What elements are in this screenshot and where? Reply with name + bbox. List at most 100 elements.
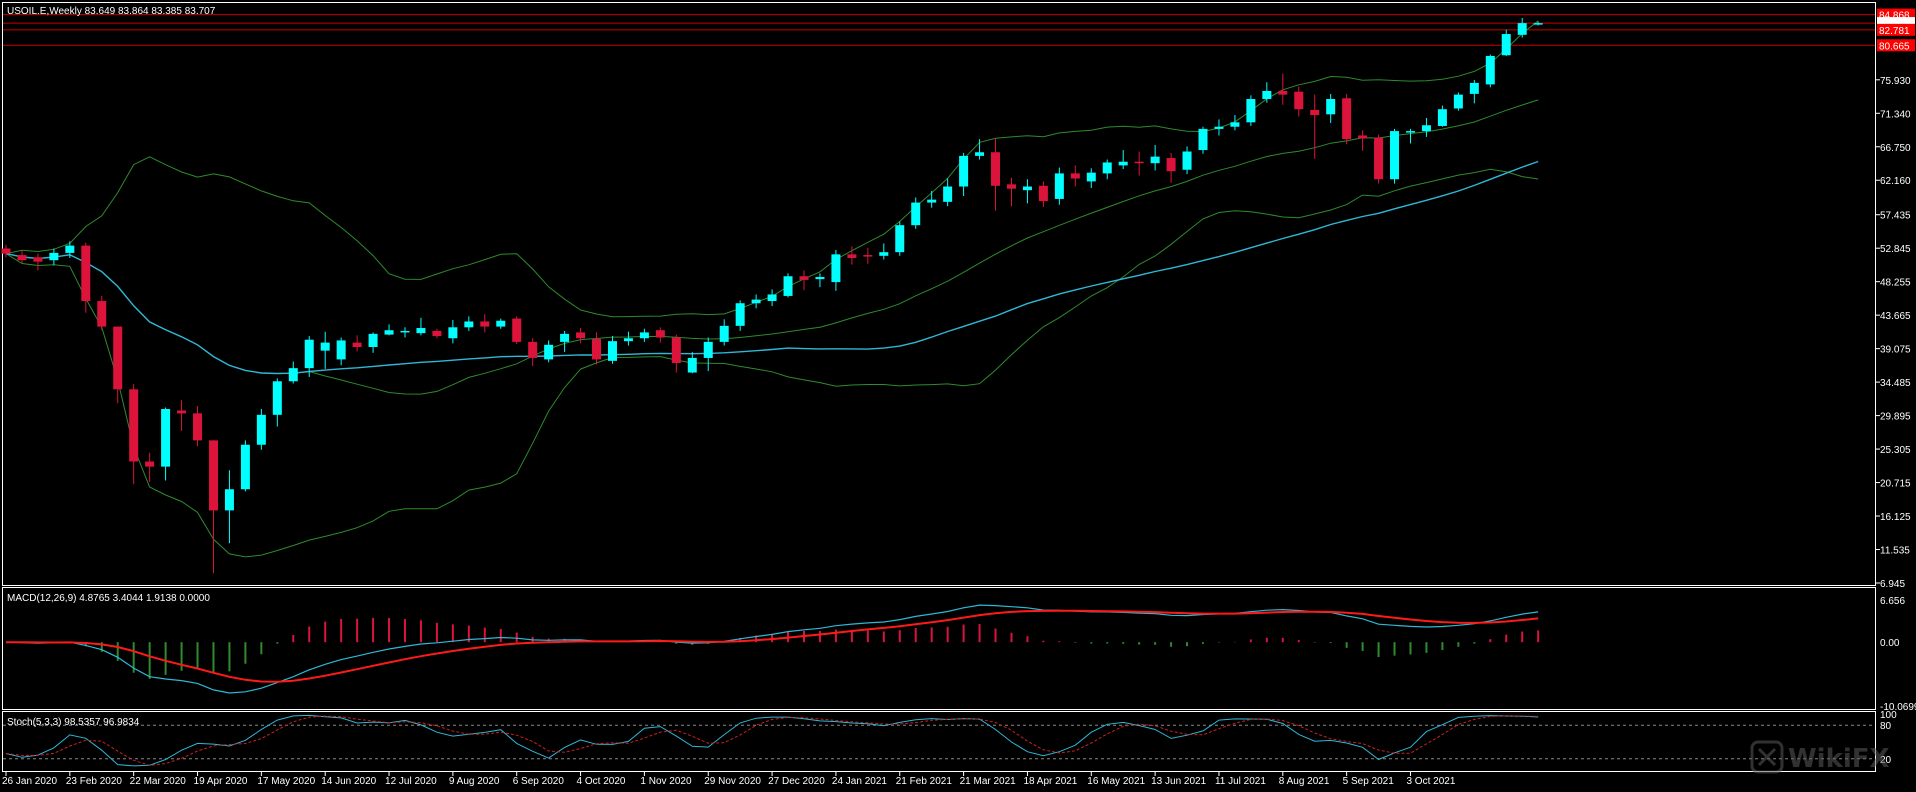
candle-body — [623, 338, 633, 342]
candle-body — [1134, 161, 1144, 164]
time-tick-label: 22 Mar 2020 — [130, 776, 187, 787]
candle-body — [1070, 173, 1080, 179]
candle-body — [1342, 98, 1352, 140]
candle-body — [975, 152, 985, 156]
time-tick-label: 14 Jun 2020 — [321, 776, 376, 787]
candle-body — [687, 357, 697, 373]
time-tick-label: 21 Mar 2021 — [960, 776, 1017, 787]
candle-body — [783, 276, 793, 296]
candle-body — [177, 410, 187, 414]
macd-panel[interactable] — [2, 587, 1876, 710]
price-tick-label: 34.485 — [1880, 378, 1911, 389]
level-price-tag — [1877, 39, 1915, 52]
time-tick-label: 9 Aug 2020 — [449, 776, 500, 787]
level-price-label: 82.781 — [1879, 26, 1910, 37]
candle-body — [320, 342, 330, 351]
macd-line — [5, 604, 1539, 694]
candle-body — [1294, 91, 1304, 110]
time-tick-label: 6 Sep 2020 — [513, 776, 565, 787]
candle-body — [751, 299, 761, 304]
candle-body — [1278, 90, 1288, 95]
candlestick-series — [1, 18, 1543, 574]
price-tick-label: 48.255 — [1880, 278, 1911, 289]
time-tick-label: 19 Apr 2020 — [194, 776, 248, 787]
candle-body — [288, 368, 298, 382]
candle-body — [703, 341, 713, 358]
candle-body — [639, 332, 649, 339]
time-tick-label: 3 Oct 2021 — [1406, 776, 1455, 787]
time-tick-label: 5 Sep 2021 — [1343, 776, 1395, 787]
candle-body — [895, 225, 905, 253]
candle-body — [528, 341, 538, 358]
price-tick-label: 16.125 — [1880, 512, 1911, 523]
level-lines — [3, 14, 1875, 46]
price-tick-label: 11.535 — [1880, 546, 1910, 557]
candle-body — [512, 318, 522, 342]
stoch-axis-label: 80 — [1880, 721, 1892, 732]
candle-body — [607, 341, 617, 361]
time-tick-label: 26 Jan 2020 — [2, 776, 57, 787]
stoch-panel[interactable] — [2, 711, 1876, 772]
price-tick-label: 43.665 — [1880, 311, 1911, 322]
candle-body — [1, 248, 11, 254]
time-tick-label: 23 Feb 2020 — [66, 776, 123, 787]
candle-body — [544, 344, 554, 360]
candle-body — [655, 330, 665, 338]
candle-body — [129, 389, 139, 462]
candle-body — [193, 413, 203, 441]
time-tick-label: 12 Jul 2020 — [385, 776, 437, 787]
time-tick-label: 16 May 2021 — [1087, 776, 1145, 787]
candle-body — [815, 276, 825, 280]
candle-body — [33, 257, 43, 262]
candle-body — [1469, 82, 1479, 94]
candle-body — [336, 340, 346, 360]
candle-body — [368, 333, 378, 347]
candle-body — [496, 320, 506, 327]
price-tick-label: 62.160 — [1880, 176, 1911, 187]
macd-axis-label: 0.00 — [1880, 638, 1900, 649]
candle-body — [847, 254, 857, 259]
macd-series — [5, 604, 1540, 694]
candle-body — [1390, 131, 1400, 180]
candle-body — [831, 254, 841, 283]
time-tick-label: 29 Nov 2020 — [704, 776, 761, 787]
level-price-label: 80.665 — [1879, 41, 1910, 52]
candle-body — [576, 332, 586, 339]
candle-body — [927, 199, 937, 203]
price-tick-label: 75.930 — [1880, 76, 1911, 87]
price-tick-label: 29.895 — [1880, 412, 1911, 423]
candle-body — [1374, 137, 1384, 180]
candle-body — [592, 338, 602, 360]
candle-body — [671, 337, 681, 364]
time-tick-label: 24 Jan 2021 — [832, 776, 887, 787]
time-tick-label: 18 Apr 2021 — [1023, 776, 1077, 787]
time-tick-label: 1 Nov 2020 — [640, 776, 692, 787]
candle-body — [1501, 34, 1511, 56]
price-tick-label: 25.305 — [1880, 445, 1911, 456]
candle-body — [113, 326, 123, 390]
candle-body — [1006, 184, 1016, 189]
candle-body — [1022, 186, 1032, 191]
candle-body — [719, 325, 729, 342]
candle-body — [208, 440, 218, 511]
candle-body — [1118, 161, 1128, 166]
price-tick-label: 66.750 — [1880, 143, 1911, 154]
candle-body — [224, 489, 234, 511]
level-price-tag — [1877, 23, 1915, 36]
candle-body — [1485, 55, 1495, 85]
candle-body — [1358, 135, 1368, 139]
candle-body — [432, 330, 442, 337]
time-tick-label: 11 Jul 2021 — [1215, 776, 1266, 787]
candle-body — [1086, 172, 1096, 182]
time-tick-label: 21 Feb 2021 — [896, 776, 953, 787]
candle-body — [240, 444, 250, 490]
candle-body — [1421, 125, 1431, 132]
moving-average-line — [5, 160, 1539, 375]
main-panel[interactable] — [2, 2, 1876, 586]
candle-body — [256, 414, 266, 445]
candle-body — [352, 342, 362, 347]
candle-body — [560, 333, 570, 342]
candle-body — [1310, 109, 1320, 116]
candle-body — [304, 339, 314, 369]
